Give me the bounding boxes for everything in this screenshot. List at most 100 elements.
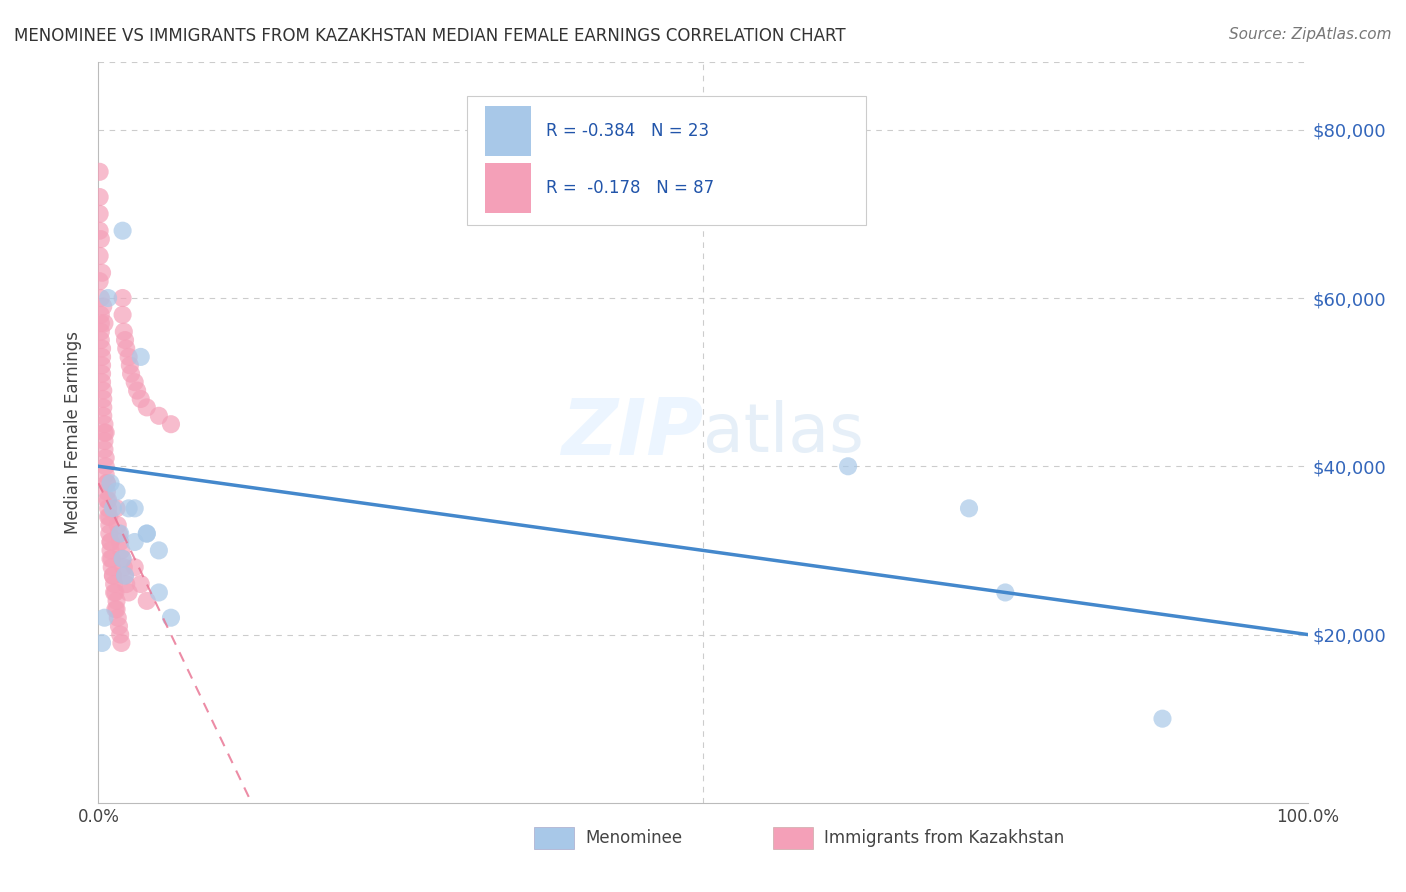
Point <box>124 501 146 516</box>
Text: R =  -0.178   N = 87: R = -0.178 N = 87 <box>546 179 714 197</box>
Point <box>93 434 115 448</box>
Point <box>112 325 135 339</box>
Point <box>104 602 127 616</box>
Bar <box>773 827 813 849</box>
Point <box>100 551 122 566</box>
Point <box>96 476 118 491</box>
Point <box>129 392 152 406</box>
Text: ZIP: ZIP <box>561 394 703 471</box>
Point <box>89 274 111 288</box>
Point <box>115 577 138 591</box>
Point <box>100 535 122 549</box>
Point <box>89 190 111 204</box>
Point <box>96 492 118 507</box>
Point <box>100 551 122 566</box>
Point <box>91 384 114 398</box>
Point <box>91 300 114 314</box>
Point <box>111 224 134 238</box>
Point <box>90 316 112 330</box>
Text: atlas: atlas <box>703 400 863 466</box>
Point <box>135 526 157 541</box>
Point <box>93 425 115 440</box>
Point <box>91 392 114 406</box>
Point <box>105 594 128 608</box>
Point <box>114 333 136 347</box>
Point <box>93 610 115 624</box>
Point <box>105 602 128 616</box>
Point <box>108 526 131 541</box>
Point <box>89 207 111 221</box>
Point <box>91 375 114 389</box>
Point <box>127 384 149 398</box>
Text: Menominee: Menominee <box>585 829 682 847</box>
Point <box>111 551 134 566</box>
Bar <box>485 163 531 213</box>
Point <box>93 442 115 457</box>
Point <box>90 232 112 246</box>
Point <box>101 568 124 582</box>
Point <box>124 560 146 574</box>
Point <box>100 543 122 558</box>
Point <box>129 350 152 364</box>
Point <box>89 224 111 238</box>
Point <box>101 501 124 516</box>
Point <box>97 501 120 516</box>
Y-axis label: Median Female Earnings: Median Female Earnings <box>65 331 83 534</box>
Point <box>89 165 111 179</box>
Point <box>96 476 118 491</box>
Point <box>148 585 170 599</box>
Point <box>148 543 170 558</box>
Point <box>135 401 157 415</box>
Point <box>107 610 129 624</box>
Point <box>104 585 127 599</box>
Point <box>91 350 114 364</box>
Text: R = -0.384   N = 23: R = -0.384 N = 23 <box>546 122 709 140</box>
Point <box>108 535 131 549</box>
Point <box>135 594 157 608</box>
Point <box>90 291 112 305</box>
Point <box>111 551 134 566</box>
Point <box>93 316 115 330</box>
Point <box>108 627 131 641</box>
Point <box>103 585 125 599</box>
Point <box>89 249 111 263</box>
Point <box>101 568 124 582</box>
Point <box>118 501 141 516</box>
Point <box>114 568 136 582</box>
Bar <box>534 827 574 849</box>
Point <box>94 425 117 440</box>
Point <box>97 291 120 305</box>
Point <box>100 476 122 491</box>
Point <box>98 509 121 524</box>
Text: Immigrants from Kazakhstan: Immigrants from Kazakhstan <box>824 829 1064 847</box>
Point <box>97 509 120 524</box>
Point <box>93 417 115 432</box>
FancyBboxPatch shape <box>467 95 866 226</box>
Point <box>96 484 118 499</box>
Point <box>90 333 112 347</box>
Point <box>108 619 131 633</box>
Text: Source: ZipAtlas.com: Source: ZipAtlas.com <box>1229 27 1392 42</box>
Point <box>105 501 128 516</box>
Point <box>114 568 136 582</box>
Point <box>120 367 142 381</box>
Point <box>103 577 125 591</box>
Point <box>91 342 114 356</box>
Point <box>91 401 114 415</box>
Point <box>112 560 135 574</box>
Point <box>118 359 141 373</box>
Point <box>90 308 112 322</box>
Point <box>148 409 170 423</box>
Point <box>111 291 134 305</box>
Point <box>94 459 117 474</box>
Point <box>129 577 152 591</box>
Point <box>94 450 117 465</box>
Point <box>110 636 132 650</box>
Point <box>115 342 138 356</box>
Point <box>994 585 1017 599</box>
Point <box>98 518 121 533</box>
Point <box>91 266 114 280</box>
Point <box>118 585 141 599</box>
Point <box>108 526 131 541</box>
Point <box>94 467 117 482</box>
